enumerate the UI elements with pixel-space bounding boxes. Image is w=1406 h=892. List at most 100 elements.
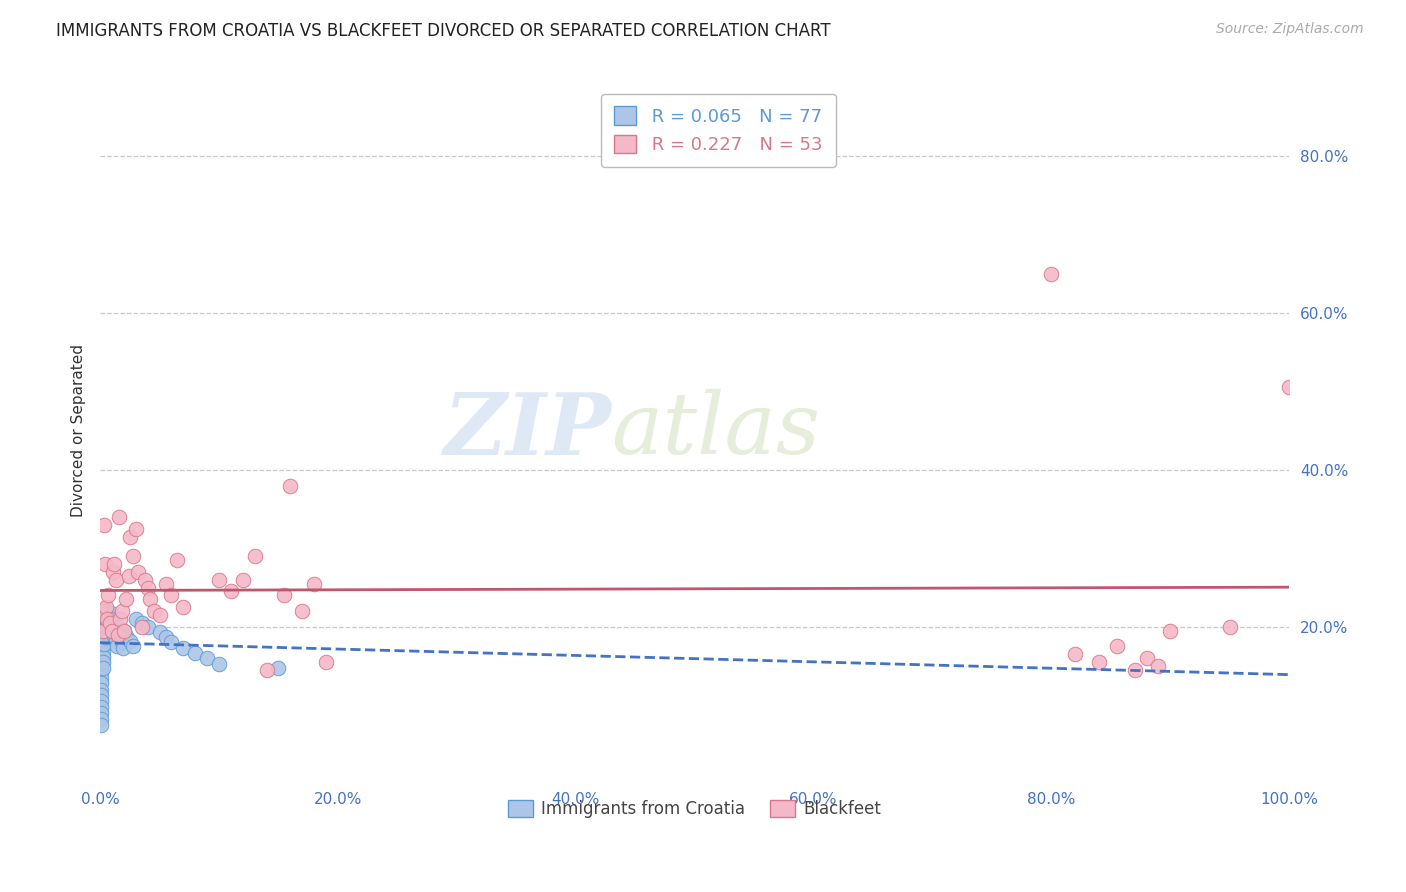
Point bbox=[90, 671, 112, 685]
Legend: Immigrants from Croatia, Blackfeet: Immigrants from Croatia, Blackfeet bbox=[501, 793, 889, 825]
Point bbox=[1064, 647, 1087, 661]
Point bbox=[104, 634, 127, 648]
Point bbox=[1147, 659, 1170, 673]
Point bbox=[155, 576, 177, 591]
Point bbox=[118, 529, 141, 543]
Point bbox=[1123, 663, 1146, 677]
Point bbox=[93, 632, 115, 646]
Point bbox=[110, 604, 132, 618]
Point bbox=[1088, 655, 1111, 669]
Point bbox=[91, 634, 114, 648]
Point bbox=[96, 606, 118, 620]
Point bbox=[118, 568, 141, 582]
Point bbox=[267, 661, 290, 675]
Point bbox=[134, 573, 156, 587]
Point bbox=[90, 659, 112, 673]
Point bbox=[100, 612, 122, 626]
Point bbox=[94, 607, 117, 622]
Point bbox=[93, 517, 115, 532]
Point bbox=[172, 600, 194, 615]
Point bbox=[101, 624, 124, 638]
Point bbox=[136, 581, 159, 595]
Point bbox=[111, 640, 134, 655]
Point bbox=[91, 624, 114, 638]
Point bbox=[97, 615, 120, 630]
Point bbox=[93, 637, 115, 651]
Text: Source: ZipAtlas.com: Source: ZipAtlas.com bbox=[1216, 22, 1364, 37]
Point bbox=[90, 641, 112, 656]
Point bbox=[94, 602, 117, 616]
Point bbox=[94, 607, 117, 622]
Point bbox=[302, 576, 325, 591]
Point bbox=[160, 635, 183, 649]
Point bbox=[90, 694, 112, 708]
Point bbox=[91, 649, 114, 664]
Text: atlas: atlas bbox=[612, 389, 821, 472]
Point bbox=[1278, 380, 1301, 394]
Point bbox=[97, 588, 120, 602]
Point bbox=[107, 627, 129, 641]
Point bbox=[115, 629, 138, 643]
Point bbox=[90, 712, 112, 726]
Point bbox=[108, 509, 131, 524]
Point bbox=[110, 630, 132, 644]
Y-axis label: Divorced or Separated: Divorced or Separated bbox=[72, 344, 86, 517]
Point bbox=[94, 600, 117, 615]
Point bbox=[110, 635, 132, 649]
Point bbox=[91, 620, 114, 634]
Point bbox=[90, 682, 112, 697]
Point bbox=[105, 640, 128, 654]
Point bbox=[142, 604, 165, 618]
Point bbox=[149, 607, 172, 622]
Point bbox=[103, 629, 125, 643]
Point bbox=[131, 620, 153, 634]
Point bbox=[256, 663, 278, 677]
Point bbox=[195, 651, 218, 665]
Point bbox=[90, 647, 112, 661]
Point bbox=[96, 612, 118, 626]
Point bbox=[1159, 624, 1181, 638]
Point bbox=[90, 706, 112, 720]
Point bbox=[98, 615, 121, 630]
Point bbox=[100, 606, 122, 620]
Point bbox=[125, 522, 148, 536]
Point bbox=[139, 592, 162, 607]
Point bbox=[93, 604, 115, 618]
Point bbox=[90, 688, 112, 702]
Point bbox=[90, 637, 112, 651]
Point bbox=[107, 620, 129, 634]
Point bbox=[160, 588, 183, 602]
Point bbox=[110, 612, 132, 626]
Point bbox=[1040, 267, 1063, 281]
Point bbox=[104, 573, 127, 587]
Point bbox=[97, 612, 120, 626]
Point bbox=[1105, 640, 1128, 654]
Point bbox=[315, 655, 337, 669]
Point bbox=[112, 624, 135, 638]
Point bbox=[98, 607, 121, 622]
Point bbox=[232, 573, 254, 587]
Point bbox=[97, 621, 120, 635]
Point bbox=[127, 565, 149, 579]
Point bbox=[125, 612, 148, 626]
Point bbox=[166, 553, 188, 567]
Point bbox=[1135, 651, 1157, 665]
Point bbox=[155, 630, 177, 644]
Point bbox=[101, 621, 124, 635]
Point bbox=[219, 584, 242, 599]
Point bbox=[93, 626, 115, 640]
Point bbox=[118, 634, 141, 648]
Point bbox=[149, 625, 172, 640]
Point bbox=[98, 614, 121, 628]
Point bbox=[103, 557, 125, 571]
Point bbox=[91, 629, 114, 643]
Point bbox=[91, 645, 114, 659]
Point bbox=[94, 620, 117, 634]
Point bbox=[91, 640, 114, 654]
Point bbox=[90, 699, 112, 714]
Point bbox=[91, 660, 114, 674]
Point bbox=[93, 615, 115, 630]
Point bbox=[91, 655, 114, 669]
Point bbox=[103, 626, 125, 640]
Point bbox=[93, 609, 115, 624]
